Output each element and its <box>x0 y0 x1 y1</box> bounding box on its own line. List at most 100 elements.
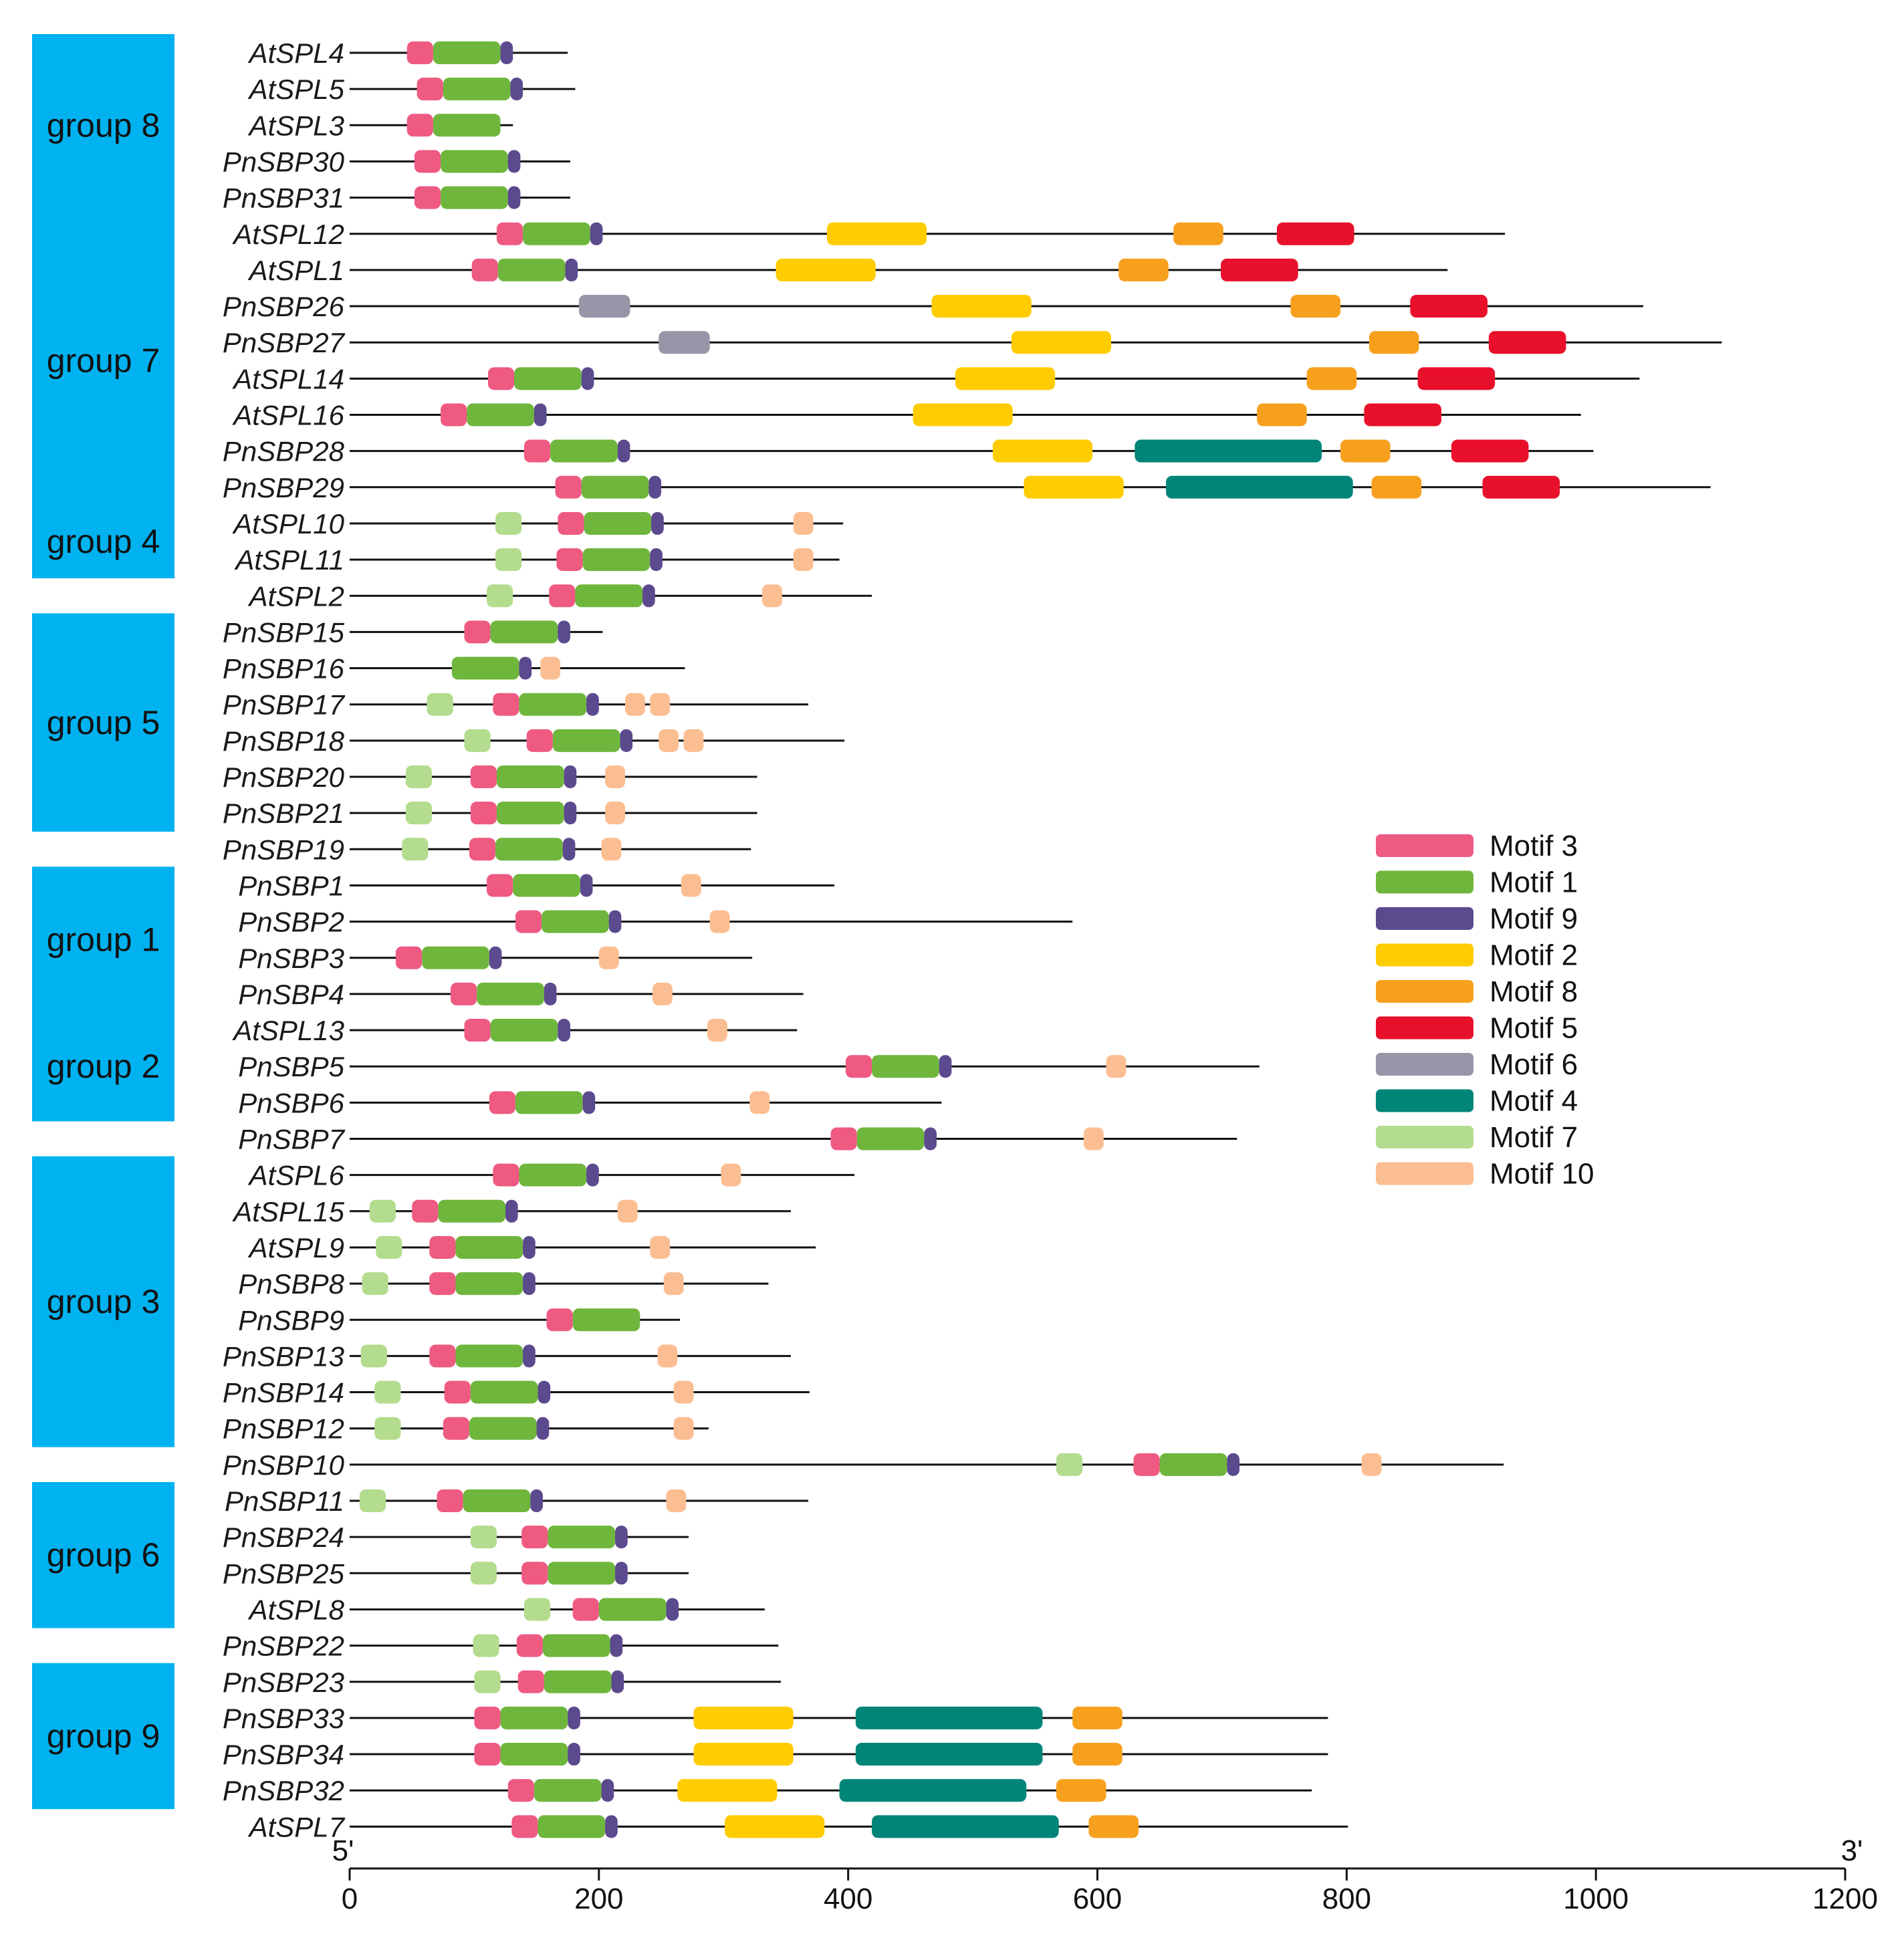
motif-box-motif-2 <box>826 222 927 245</box>
gene-row-PnSBP31: PnSBP31 <box>223 183 570 214</box>
legend-item: Motif 2 <box>1376 939 1578 972</box>
motif-box-motif-1 <box>455 1235 523 1259</box>
motif-box-motif-9 <box>648 475 662 499</box>
motif-box-motif-10 <box>666 1489 687 1512</box>
motif-box-motif-9 <box>505 1199 518 1223</box>
motif-box-motif-9 <box>568 1706 580 1729</box>
motif-box-motif-3 <box>441 403 467 427</box>
motif-box-motif-9 <box>586 1163 599 1187</box>
motif-box-motif-7 <box>474 1670 501 1693</box>
group-4-box <box>32 504 174 579</box>
gene-row-AtSPL13: AtSPL13 <box>231 1015 798 1046</box>
gene-label: PnSBP27 <box>223 327 346 358</box>
motif-box-motif-1 <box>548 1526 616 1549</box>
motif-box-motif-10 <box>683 729 704 752</box>
legend-label: Motif 4 <box>1490 1085 1578 1118</box>
motif-box-motif-10 <box>1106 1055 1126 1078</box>
gene-label: AtSPL13 <box>231 1015 344 1046</box>
gene-label: AtSPL2 <box>247 580 344 612</box>
motif-box-motif-9 <box>533 403 547 427</box>
gene-label: PnSBP31 <box>223 183 344 214</box>
motif-box-motif-10 <box>652 982 673 1005</box>
gene-row-PnSBP12: PnSBP12 <box>223 1413 709 1445</box>
motif-box-motif-10 <box>605 802 625 825</box>
gene-label: PnSBP13 <box>223 1340 344 1372</box>
motif-box-motif-1 <box>872 1055 939 1078</box>
motif-box-motif-5 <box>1221 258 1298 281</box>
motif-box-motif-1 <box>519 1163 587 1187</box>
gene-row-PnSBP22: PnSBP22 <box>223 1630 779 1662</box>
gene-label: PnSBP33 <box>223 1703 344 1734</box>
legend-label: Motif 3 <box>1490 830 1578 862</box>
motif-box-motif-9 <box>610 1634 623 1657</box>
motif-box-motif-10 <box>605 765 625 788</box>
five-prime-label: 5' <box>332 1834 354 1867</box>
motif-box-motif-3 <box>443 1417 469 1440</box>
legend-swatch <box>1376 1089 1473 1112</box>
gene-row-PnSBP11: PnSBP11 <box>225 1485 809 1517</box>
motif-box-motif-3 <box>471 258 498 281</box>
group-8-label: group 8 <box>47 106 160 144</box>
motif-box-motif-1 <box>455 1344 523 1368</box>
motif-box-motif-1 <box>441 186 508 209</box>
motif-box-motif-1 <box>548 1562 616 1585</box>
legend-swatch <box>1376 980 1473 1003</box>
motif-box-motif-8 <box>1072 1706 1122 1729</box>
legend-swatch <box>1376 1126 1473 1148</box>
gene-row-PnSBP10: PnSBP10 <box>223 1449 1504 1481</box>
gene-label: PnSBP21 <box>223 798 344 829</box>
motif-box-motif-1 <box>542 910 609 933</box>
motif-box-motif-3 <box>395 946 423 969</box>
group-1-label: group 1 <box>47 921 160 959</box>
motif-box-motif-9 <box>564 765 577 788</box>
motif-box-motif-9 <box>615 1562 628 1585</box>
motif-box-motif-5 <box>1410 295 1488 318</box>
motif-box-motif-9 <box>564 802 577 825</box>
motif-box-motif-4 <box>855 1743 1043 1766</box>
gene-label: PnSBP4 <box>238 979 344 1010</box>
motif-box-motif-4 <box>855 1706 1043 1729</box>
motif-box-motif-1 <box>515 1091 583 1114</box>
legend-label: Motif 1 <box>1490 866 1578 899</box>
motif-box-motif-10 <box>663 1272 684 1296</box>
gene-label: AtSPL12 <box>231 219 344 250</box>
three-prime-label: 3' <box>1841 1834 1863 1867</box>
motif-box-motif-10 <box>1083 1127 1104 1151</box>
gene-label: PnSBP30 <box>223 146 345 177</box>
gene-row-PnSBP6: PnSBP6 <box>238 1087 942 1118</box>
motif-box-motif-7 <box>473 1634 499 1657</box>
group-2-box <box>32 1011 174 1122</box>
motif-box-motif-1 <box>550 439 618 463</box>
gene-label: AtSPL16 <box>231 400 344 431</box>
motif-box-motif-3 <box>845 1055 872 1078</box>
motif-box-motif-6 <box>579 295 630 318</box>
motif-box-motif-10 <box>601 838 622 861</box>
motif-box-motif-1 <box>513 874 580 897</box>
gene-row-AtSPL11: AtSPL11 <box>233 544 840 576</box>
legend-label: Motif 8 <box>1490 975 1578 1008</box>
legend-item: Motif 3 <box>1376 830 1578 862</box>
motif-box-motif-2 <box>693 1743 794 1766</box>
motif-box-motif-10 <box>673 1417 694 1440</box>
motif-box-motif-1 <box>533 1779 602 1802</box>
motif-box-motif-3 <box>487 367 515 390</box>
motif-box-motif-2 <box>776 258 876 281</box>
motif-box-motif-10 <box>707 1019 727 1042</box>
gene-row-AtSPL16: AtSPL16 <box>231 400 1581 431</box>
motif-box-motif-3 <box>507 1779 534 1802</box>
motif-box-motif-8 <box>1371 475 1422 499</box>
motif-box-motif-3 <box>489 1091 515 1114</box>
motif-box-motif-3 <box>546 1308 573 1332</box>
gene-label: PnSBP18 <box>223 725 345 757</box>
legend-label: Motif 10 <box>1490 1158 1594 1191</box>
legend-swatch <box>1376 834 1473 857</box>
motif-box-motif-1 <box>514 367 582 390</box>
motif-box-motif-3 <box>496 222 523 245</box>
tick-label: 600 <box>1073 1883 1122 1915</box>
motif-box-motif-3 <box>517 1670 544 1693</box>
motif-box-motif-9 <box>565 258 578 281</box>
motif-box-motif-8 <box>1306 367 1357 390</box>
motif-box-motif-10 <box>659 729 679 752</box>
gene-label: PnSBP22 <box>223 1630 344 1662</box>
legend-item: Motif 8 <box>1376 975 1578 1008</box>
